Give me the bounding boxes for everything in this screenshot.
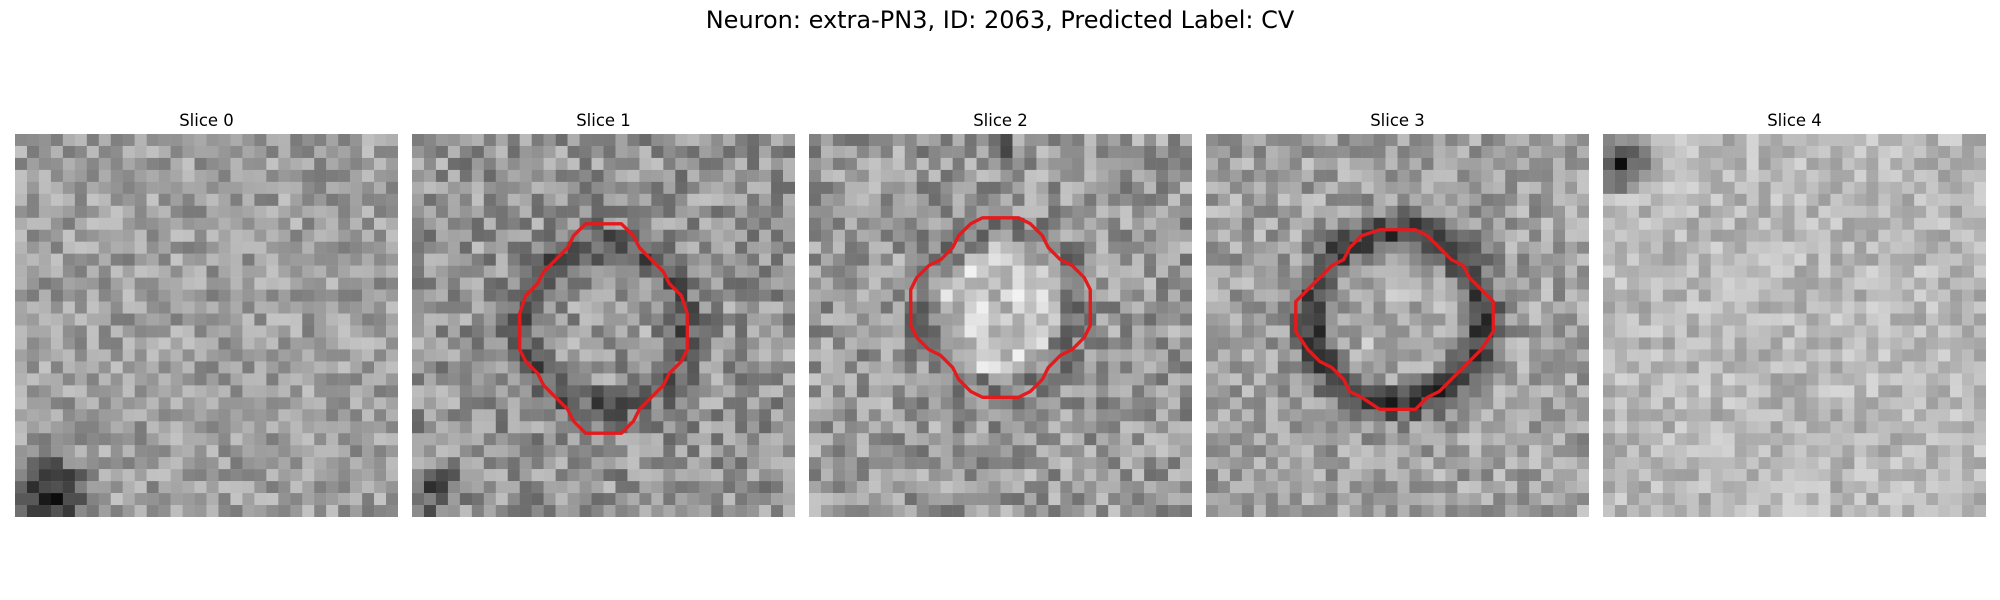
slice-image [1206,134,1589,517]
slice-panel-1: Slice 1 [412,108,795,517]
slice-image [15,134,398,517]
segmentation-contour [518,222,689,435]
slice-title: Slice 1 [576,111,631,130]
slice-image [412,134,795,517]
segmentation-contour [909,216,1092,399]
slice-title: Slice 0 [179,111,234,130]
slice-title: Slice 3 [1370,111,1425,130]
slice-panel-2: Slice 2 [809,108,1192,517]
slice-image [809,134,1192,517]
slice-panel-4: Slice 4 [1603,108,1986,517]
figure-title: Neuron: extra-PN3, ID: 2063, Predicted L… [705,6,1295,34]
slice-title: Slice 2 [973,111,1028,130]
slice-panel-3: Slice 3 [1206,108,1589,517]
slice-image [1603,134,1986,517]
segmentation-contour [1294,228,1495,411]
slice-panel-0: Slice 0 [15,108,398,517]
slice-title: Slice 4 [1767,111,1822,130]
